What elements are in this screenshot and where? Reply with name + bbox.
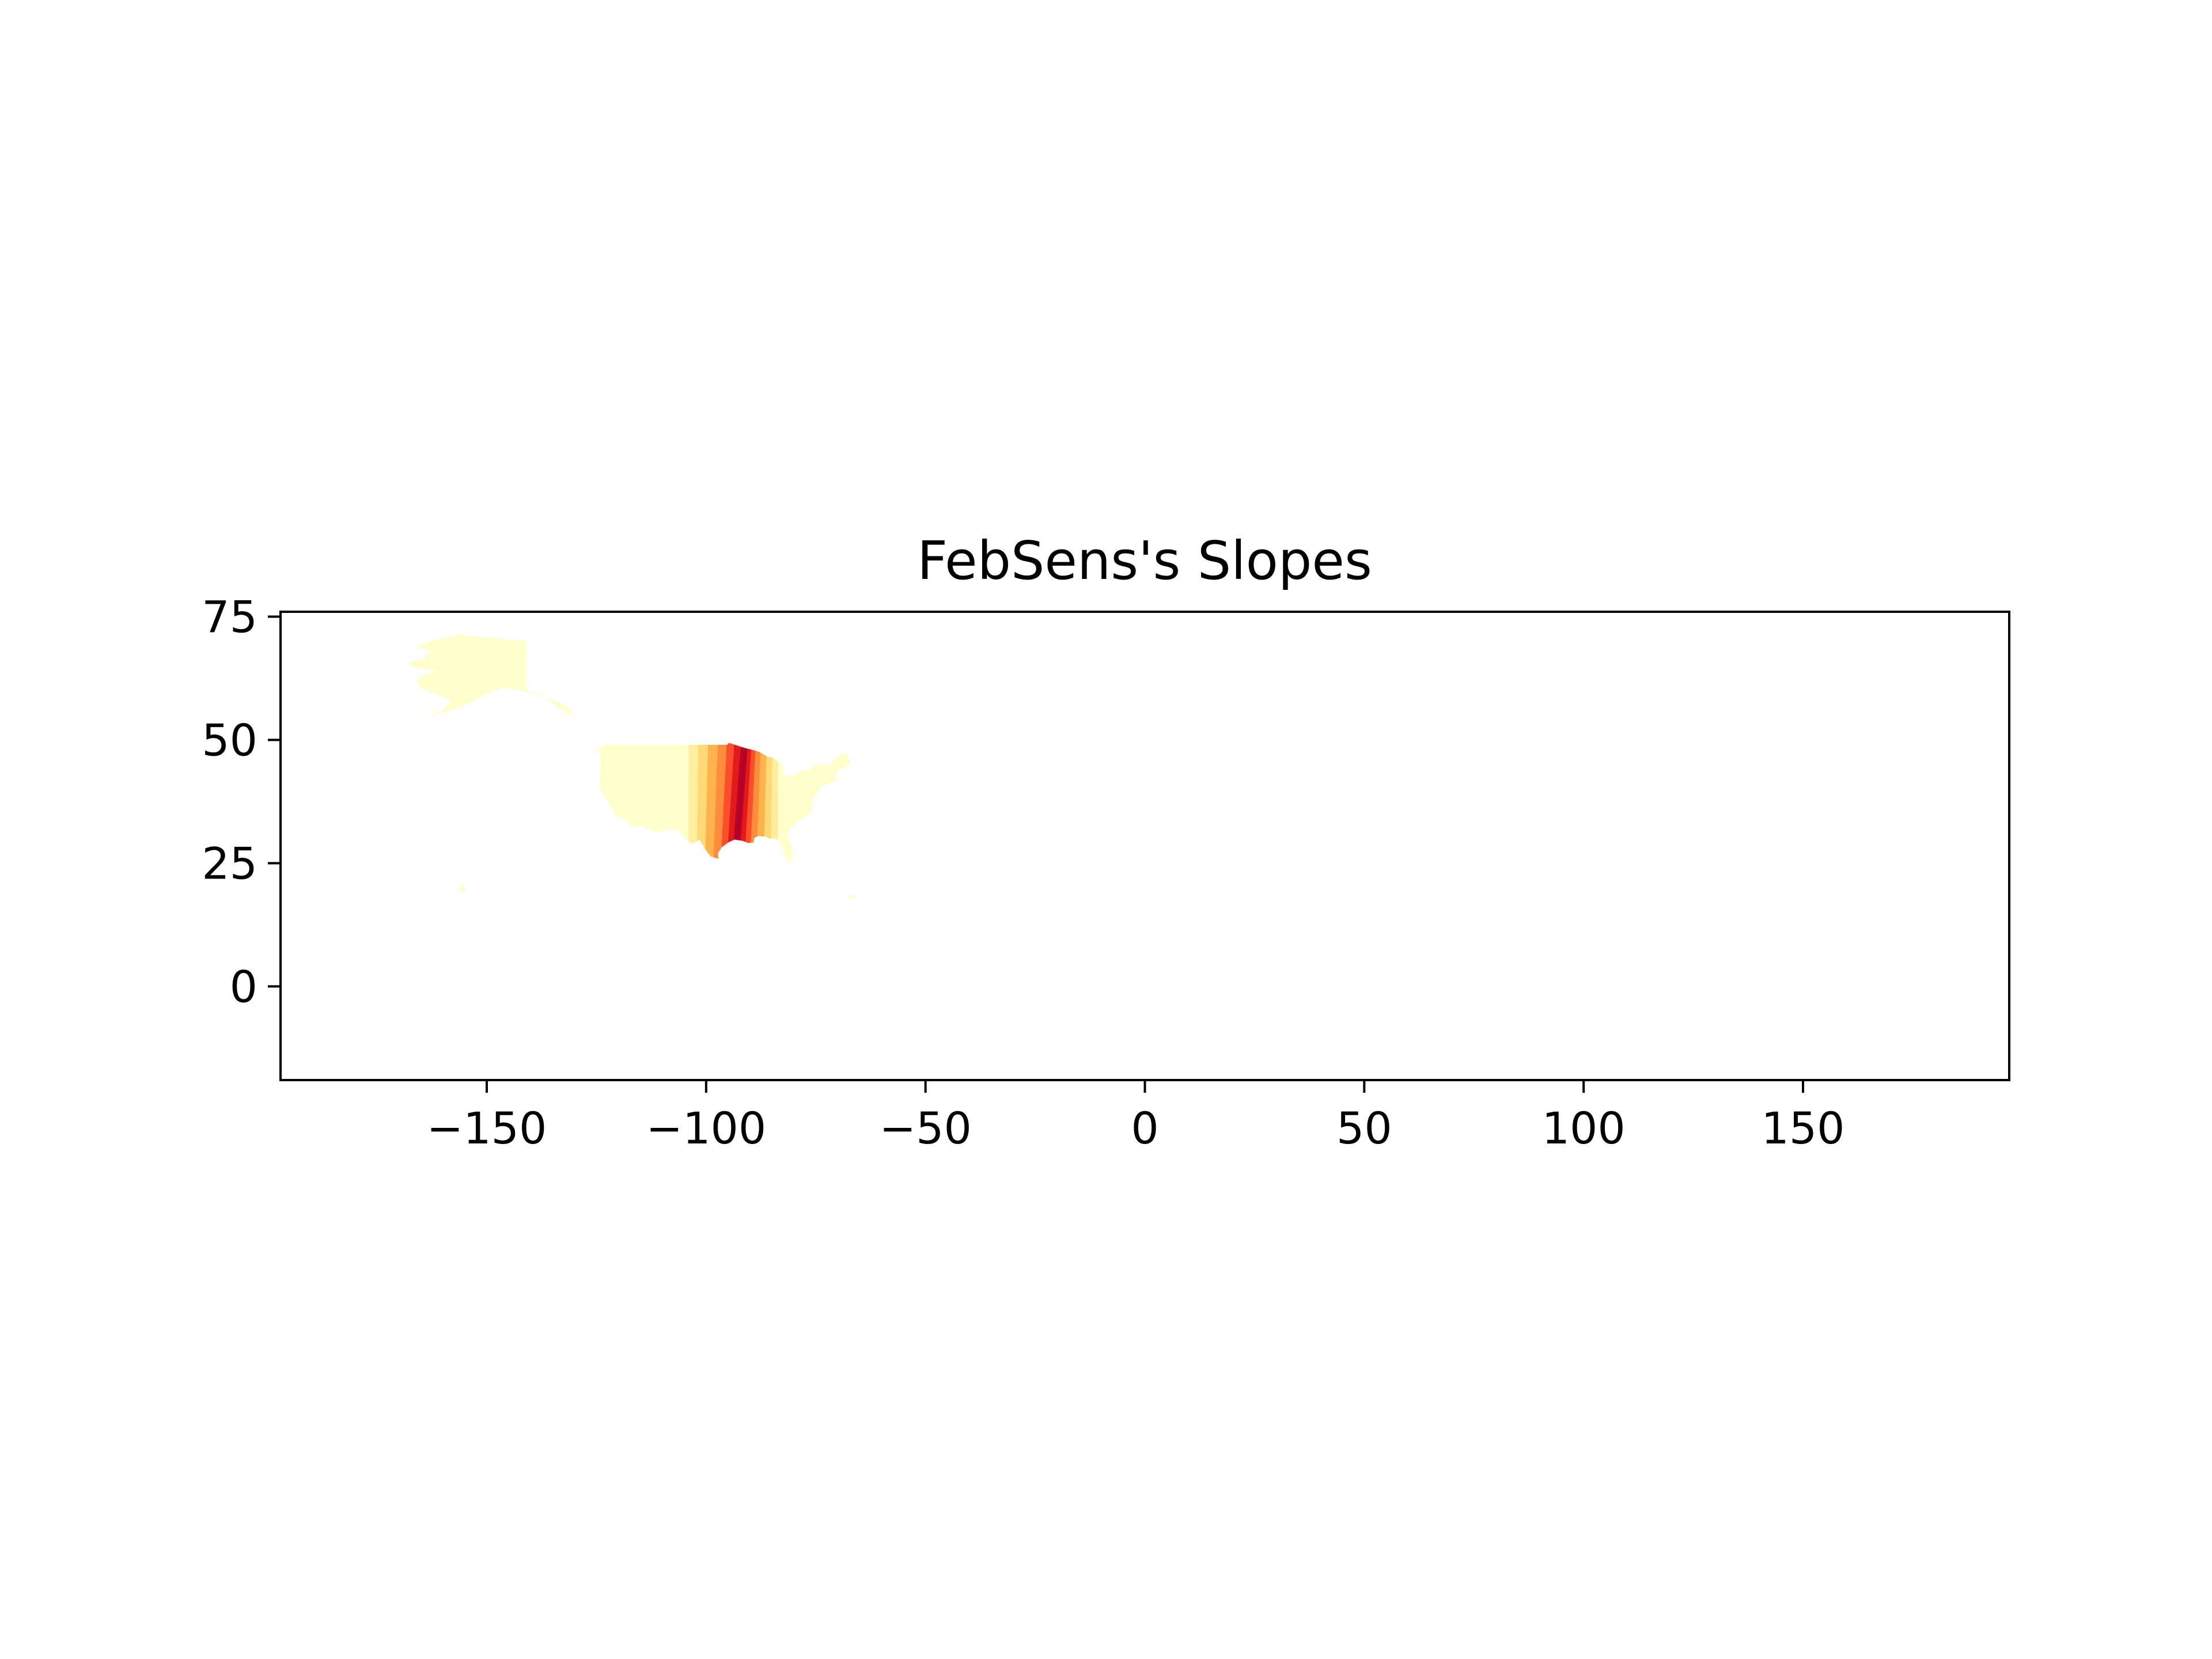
x-tick-label: 0 — [1131, 1103, 1158, 1154]
x-tick-label: −100 — [646, 1103, 766, 1154]
slope-bands — [688, 743, 778, 862]
slope-band-7 — [732, 743, 749, 862]
x-tick-label: 50 — [1336, 1103, 1392, 1154]
y-tick-label: 50 — [202, 715, 257, 766]
slope-band-8 — [734, 743, 747, 862]
x-axis: −150 −100 −50 0 50 100 150 — [427, 1080, 1845, 1154]
x-tick-label: 100 — [1542, 1103, 1626, 1154]
y-axis: 0 25 50 75 — [202, 592, 281, 1012]
land-layer — [407, 635, 857, 899]
hawaii-shape — [459, 883, 466, 893]
x-tick-label: −50 — [879, 1103, 971, 1154]
y-tick-label: 25 — [202, 838, 257, 889]
y-tick-label: 75 — [202, 592, 257, 643]
y-tick-label: 0 — [230, 961, 257, 1012]
x-tick-label: 150 — [1761, 1103, 1844, 1154]
puerto-rico-shape — [849, 895, 857, 899]
alaska-shape — [407, 635, 575, 719]
chart-title: FebSens's Slopes — [917, 530, 1372, 592]
x-tick-label: −150 — [427, 1103, 547, 1154]
plot-frame — [279, 611, 2010, 1081]
